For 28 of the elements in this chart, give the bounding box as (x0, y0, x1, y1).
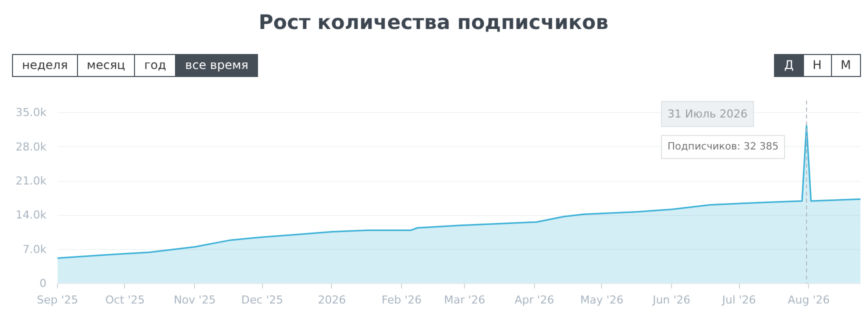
text: год (134, 54, 176, 78)
text: Д (774, 54, 804, 78)
text: все время (175, 54, 258, 78)
chart-title: Рост количества подписчиков (258, 9, 610, 36)
y-tick-label: 14.0k (16, 208, 48, 222)
x-tick-label: Aug '26 (788, 294, 830, 306)
x-tick-label: Apr '26 (514, 294, 554, 306)
text: М (830, 54, 861, 78)
x-tick-label: Nov '25 (174, 294, 216, 306)
x-tick-label: Feb '26 (382, 294, 422, 306)
annotation: Подписчиков: 32 385 (668, 142, 779, 152)
x-tick-label: Dec '25 (241, 294, 284, 306)
x-tick-label: Oct '25 (105, 294, 145, 306)
y-tick-label: 0 (40, 277, 46, 290)
x-tick-label: Sep '25 (36, 294, 78, 306)
y-tick-label: 35.0k (16, 106, 48, 120)
text: неделя (12, 54, 78, 78)
x-tick-label: Mar '26 (444, 294, 486, 306)
text: Н (802, 54, 832, 78)
annotation: 31 Июль 2026 (668, 108, 748, 120)
x-tick-label: Jul '26 (721, 294, 756, 306)
y-tick-label: 28.0k (16, 140, 48, 154)
x-tick-label: 2026 (318, 294, 346, 306)
x-tick-label: May '26 (580, 294, 624, 306)
x-tick-label: Jun '26 (652, 294, 690, 306)
y-tick-label: 7.0k (22, 242, 48, 256)
text: месяц (76, 54, 136, 78)
y-tick-label: 21.0k (16, 174, 48, 188)
